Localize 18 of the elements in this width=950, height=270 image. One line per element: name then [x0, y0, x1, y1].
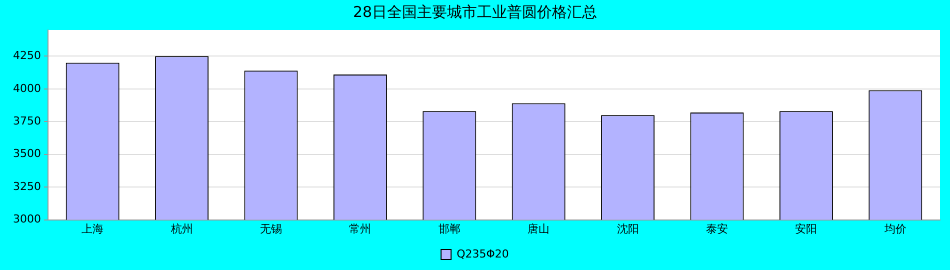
y-tick-label: 4250	[12, 49, 41, 62]
x-tick-label: 安阳	[795, 222, 818, 236]
x-tick-label: 常州	[349, 222, 372, 236]
x-tick-label: 泰安	[706, 222, 728, 236]
y-tick-label: 3000	[12, 212, 41, 226]
y-tick-label: 4000	[12, 82, 41, 95]
x-tick-label: 上海	[82, 222, 104, 236]
y-tick-label: 3250	[12, 180, 41, 193]
x-tick-label: 无锡	[260, 222, 282, 236]
x-tick-label: 邯郸	[438, 222, 460, 236]
y-tick-label: 3500	[12, 147, 41, 160]
y-tick-label: 3750	[12, 114, 41, 128]
x-tick-label: 唐山	[528, 222, 550, 236]
legend-label: Q235Φ20	[456, 247, 509, 260]
chart-title: 28日全国主要城市工业普圆价格汇总	[352, 2, 598, 21]
x-tick-label: 均价	[883, 222, 906, 236]
x-tick-label: 沈阳	[616, 222, 639, 236]
x-tick-label: 杭州	[170, 222, 193, 236]
